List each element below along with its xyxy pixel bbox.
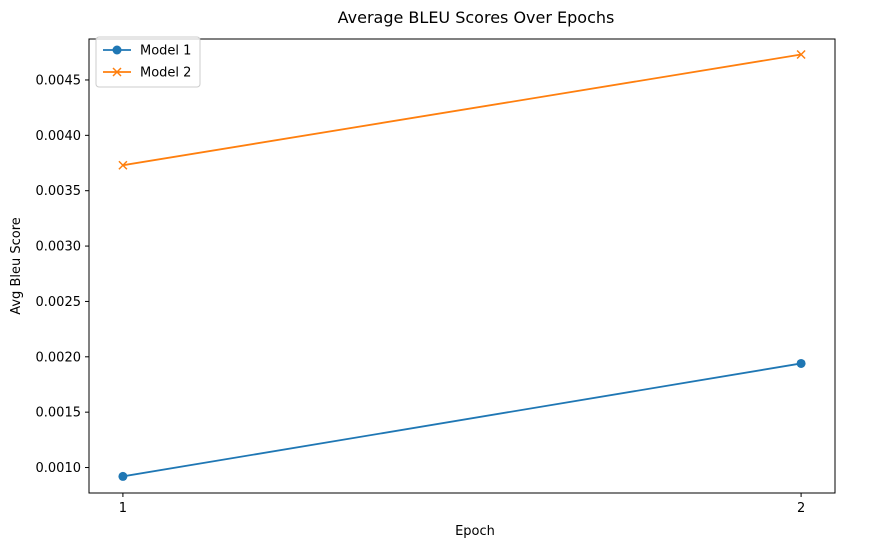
legend-label: Model 1 [140,44,191,59]
y-tick-label: 0.0010 [36,461,82,476]
y-tick-label: 0.0040 [36,129,82,144]
chart-title: Average BLEU Scores Over Epochs [338,8,615,27]
series-line [122,362,802,478]
legend-label: Model 2 [140,66,191,81]
data-point [796,358,806,368]
data-point [796,49,806,60]
data-point [118,471,128,481]
series-1 [118,358,806,481]
y-tick-label: 0.0045 [36,73,82,88]
y-tick-label: 0.0030 [36,240,82,255]
data-point [118,160,128,170]
legend-marker [112,67,122,77]
y-tick-label: 0.0015 [36,406,82,421]
legend: Model 1 Model 2 [95,36,201,88]
series-2 [118,49,806,170]
y-tick-label: 0.0020 [36,350,82,365]
y-tick-label: 0.0035 [36,184,82,199]
series-layer [118,49,806,481]
plot-area [88,38,836,494]
x-tick-label: 2 [797,501,805,516]
y-axis-label: Avg Bleu Score [9,217,24,315]
y-tick-label: 0.0025 [36,295,82,310]
legend-item: Model 1 [103,44,191,59]
legend-item: Model 2 [103,66,191,81]
y-axis: 0.0010 0.0015 0.0020 0.0025 0.0030 0.0035 0.00… [36,73,89,476]
series-line [122,53,802,167]
x-tick-label: 1 [119,501,127,516]
legend-marker [112,45,122,55]
x-axis-label: Epoch [455,524,495,539]
